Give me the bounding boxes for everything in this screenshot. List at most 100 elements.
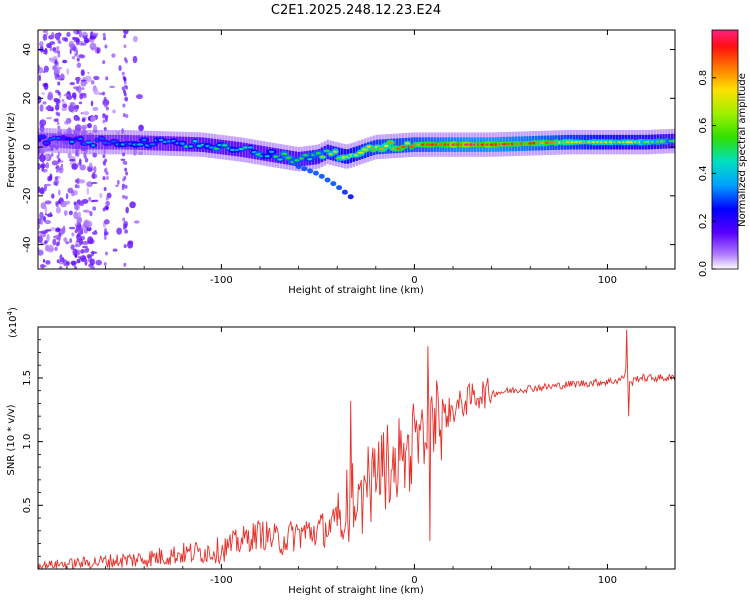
noise-speck xyxy=(62,103,68,108)
noise-speck xyxy=(70,244,75,250)
ridge-core xyxy=(78,137,83,141)
noise-speck xyxy=(59,254,63,263)
ridge-core xyxy=(91,144,96,147)
noise-speck xyxy=(46,234,50,242)
noise-speck xyxy=(55,227,61,232)
noise-streak xyxy=(55,106,59,111)
branch-cell xyxy=(347,194,354,200)
noise-streak xyxy=(103,96,107,101)
noise-speck xyxy=(61,107,67,112)
noise-speck xyxy=(90,266,95,269)
ridge-band xyxy=(271,147,274,163)
noise-streak xyxy=(56,259,60,264)
noise-speck xyxy=(76,258,81,264)
spectrogram-axes: -100 0 100 -40 -20 0 20 40 xyxy=(22,30,675,286)
noise-speck xyxy=(84,154,87,163)
noise-speck xyxy=(87,236,94,245)
noise-streak xyxy=(104,103,108,108)
noise-speck xyxy=(81,87,85,90)
noise-streak xyxy=(122,177,126,182)
noise-speck xyxy=(71,232,75,237)
ridge-band xyxy=(280,149,283,164)
noise-streak xyxy=(73,105,77,110)
noise-streak xyxy=(57,200,61,205)
noise-streak xyxy=(122,194,126,199)
noise-streak xyxy=(53,98,57,103)
noise-speck xyxy=(111,53,116,58)
ridge-band xyxy=(57,133,60,149)
ridge-band xyxy=(245,143,248,158)
ridge-core xyxy=(319,155,326,159)
ridge-core xyxy=(40,135,45,139)
noise-speck xyxy=(42,101,47,105)
branch-cell xyxy=(307,168,314,174)
noise-streak xyxy=(122,89,126,94)
ridge-band xyxy=(187,136,190,152)
ridge-core xyxy=(273,155,279,158)
noise-speck xyxy=(95,259,103,266)
noise-speck xyxy=(138,124,144,132)
noise-speck xyxy=(96,47,100,54)
noise-streak xyxy=(55,168,59,173)
noise-speck xyxy=(62,257,65,263)
noise-speck xyxy=(39,263,45,269)
noise-streak xyxy=(122,75,126,80)
noise-streak xyxy=(123,262,127,267)
ridge-core xyxy=(315,152,321,155)
colorbar-tick-label: 0.8 xyxy=(698,70,709,86)
x-tick-label: -100 xyxy=(210,575,233,586)
noise-streak xyxy=(56,179,60,184)
noise-speck xyxy=(109,85,116,89)
ridge-band xyxy=(193,137,196,152)
ridge-core xyxy=(333,150,338,153)
noise-speck xyxy=(40,218,43,225)
ridge-core xyxy=(136,143,144,146)
snr-frame xyxy=(37,326,676,570)
noise-speck xyxy=(38,64,41,72)
noise-streak xyxy=(103,161,107,166)
ridge-band xyxy=(65,133,69,149)
noise-streak xyxy=(76,77,80,82)
ridge-core xyxy=(269,150,275,153)
ridge-band xyxy=(42,132,46,148)
spectrogram-ylabel: Frequency (Hz) xyxy=(6,112,17,188)
noise-speck xyxy=(87,122,92,129)
noise-streak xyxy=(123,80,127,85)
noise-speck xyxy=(71,56,76,60)
noise-speck xyxy=(47,176,50,182)
chart-title: C2E1.2025.248.12.23.E24 xyxy=(271,3,441,18)
noise-speck xyxy=(64,120,69,125)
noise-speck xyxy=(44,205,48,214)
noise-speck xyxy=(90,100,94,107)
ridge-core xyxy=(672,139,675,143)
noise-speck xyxy=(50,226,57,231)
noise-streak xyxy=(102,154,106,159)
noise-streak xyxy=(105,231,109,236)
noise-speck xyxy=(78,30,83,38)
noise-speck xyxy=(81,240,89,245)
noise-speck xyxy=(78,101,83,105)
ridge-core xyxy=(328,152,334,156)
snr-ylabel: SNR (10 * v/v) xyxy=(6,404,17,475)
noise-speck xyxy=(115,184,119,187)
noise-streak xyxy=(57,81,61,86)
noise-speck xyxy=(55,206,61,214)
noise-speck xyxy=(135,94,143,100)
noise-streak xyxy=(55,242,59,247)
noise-streak xyxy=(123,34,127,39)
noise-streak xyxy=(124,195,128,200)
y-tick-label: 0.5 xyxy=(22,497,33,513)
noise-streak xyxy=(105,175,109,180)
ridge-core xyxy=(323,149,330,153)
noise-speck xyxy=(39,187,45,195)
noise-speck xyxy=(91,250,95,257)
noise-speck xyxy=(105,200,110,207)
noise-speck xyxy=(92,172,96,179)
snr-axes: -100 0 100 0.5 1.0 1.5 xyxy=(22,327,675,586)
noise-streak xyxy=(103,235,107,240)
noise-streak xyxy=(105,76,109,81)
noise-speck xyxy=(90,115,96,122)
branch-cell xyxy=(318,173,325,179)
ridge-core xyxy=(277,158,283,161)
noise-streak xyxy=(104,228,108,233)
